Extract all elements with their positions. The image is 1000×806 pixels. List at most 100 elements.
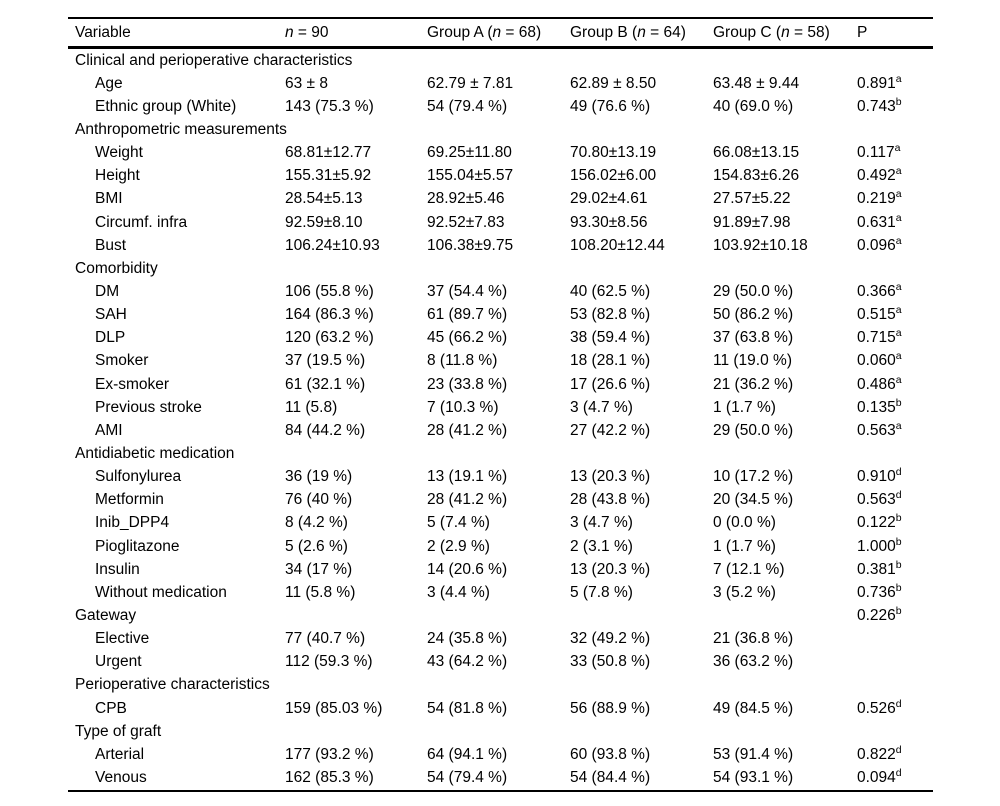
value-cell: 103.92±10.18 bbox=[713, 236, 808, 254]
value-cell: 27 (42.2 %) bbox=[570, 421, 651, 439]
value-cell: 3 (5.2 %) bbox=[713, 583, 776, 601]
table-row: BMI 28.54±5.13 28.92±5.46 29.02±4.61 27.57±5… bbox=[68, 188, 933, 211]
p-superscript: a bbox=[895, 211, 902, 224]
row-label: Previous stroke bbox=[95, 398, 202, 416]
table-row: Elective 77 (40.7 %) 24 (35.8 %) 32 (49.2 %… bbox=[68, 628, 933, 651]
value-cell: 155.04±5.57 bbox=[427, 167, 514, 185]
column-header-variable: Variable bbox=[75, 23, 131, 41]
column-header-group-a: Group A (n = 68) bbox=[427, 23, 542, 41]
value-cell: 11 (5.8) bbox=[285, 398, 338, 416]
table-row: DLP 120 (63.2 %) 45 (66.2 %) 38 (59.4 %) 37 … bbox=[68, 327, 933, 350]
p-superscript: a bbox=[895, 373, 902, 386]
table-row: Arterial 177 (93.2 %) 64 (94.1 %) 60 (93.8 … bbox=[68, 743, 933, 766]
row-label: Weight bbox=[95, 144, 143, 162]
p-superscript: a bbox=[895, 303, 902, 316]
value-cell: 2 (2.9 %) bbox=[427, 537, 490, 555]
table-header: Variable n = 90 Group A (n = 68) Group B… bbox=[68, 19, 933, 49]
value-cell: 28 (41.2 %) bbox=[427, 491, 508, 509]
p-superscript: b bbox=[895, 558, 902, 571]
section-label: Type of graft bbox=[75, 722, 162, 740]
p-value-cell: 0.117a bbox=[857, 141, 901, 162]
table-row: Sulfonylurea 36 (19 %) 13 (19.1 %) 13 (20.3… bbox=[68, 466, 933, 489]
column-header-p: P bbox=[857, 23, 868, 41]
p-superscript: d bbox=[895, 743, 902, 756]
p-superscript: d bbox=[895, 465, 902, 478]
value-cell: 38 (59.4 %) bbox=[570, 329, 651, 347]
p-superscript: a bbox=[895, 188, 902, 201]
value-cell: 14 (20.6 %) bbox=[427, 560, 508, 578]
value-cell: 62.79 ± 7.81 bbox=[427, 74, 514, 92]
value-cell: 37 (19.5 %) bbox=[285, 352, 366, 370]
section-row: Perioperative characteristics bbox=[68, 674, 933, 697]
p-superscript: b bbox=[895, 535, 902, 548]
value-cell: 7 (10.3 %) bbox=[427, 398, 499, 416]
table-row: Insulin 34 (17 %) 14 (20.6 %) 13 (20.3 %) 7 … bbox=[68, 558, 933, 581]
value-cell: 36 (19 %) bbox=[285, 468, 353, 486]
value-cell: 29 (50.0 %) bbox=[713, 282, 794, 300]
value-cell: 27.57±5.22 bbox=[713, 190, 791, 208]
table-row: CPB 159 (85.03 %) 54 (81.8 %) 56 (88.9 %) 49… bbox=[68, 697, 933, 720]
p-value-cell: 0.526d bbox=[857, 697, 902, 717]
section-label: Perioperative characteristics bbox=[75, 676, 270, 694]
row-label: SAH bbox=[95, 306, 127, 324]
value-cell: 40 (69.0 %) bbox=[713, 97, 794, 115]
value-cell: 21 (36.2 %) bbox=[713, 375, 794, 393]
table-body: Clinical and perioperative characteristi… bbox=[68, 49, 933, 792]
value-cell: 106 (55.8 %) bbox=[285, 282, 374, 300]
value-cell: 5 (7.8 %) bbox=[570, 583, 633, 601]
value-cell: 13 (19.1 %) bbox=[427, 468, 508, 486]
p-value-cell: 0.135b bbox=[857, 396, 902, 416]
value-cell: 8 (4.2 %) bbox=[285, 514, 348, 532]
table-row: Metformin 76 (40 %) 28 (41.2 %) 28 (43.8 %)… bbox=[68, 489, 933, 512]
value-cell: 45 (66.2 %) bbox=[427, 329, 508, 347]
value-cell: 62.89 ± 8.50 bbox=[570, 74, 657, 92]
row-label: Urgent bbox=[95, 653, 142, 671]
value-cell: 49 (76.6 %) bbox=[570, 97, 651, 115]
table-row: Height 155.31±5.92 155.04±5.57 156.02±6.00 1… bbox=[68, 165, 933, 188]
column-header-group-c: Group C (n = 58) bbox=[713, 23, 830, 41]
p-value-cell: 0.743b bbox=[857, 95, 902, 115]
value-cell: 54 (93.1 %) bbox=[713, 768, 794, 786]
value-cell: 20 (34.5 %) bbox=[713, 491, 794, 509]
value-cell: 143 (75.3 %) bbox=[285, 97, 374, 115]
table-row: Weight 68.81±12.77 69.25±11.80 70.80±13.19 6… bbox=[68, 142, 933, 165]
row-label: Smoker bbox=[95, 352, 149, 370]
value-cell: 54 (81.8 %) bbox=[427, 699, 508, 717]
p-superscript: d bbox=[895, 489, 902, 502]
table-row: Without medication 11 (5.8 %) 3 (4.4 %) 5 (… bbox=[68, 581, 933, 604]
section-row: Clinical and perioperative characteristi… bbox=[68, 49, 933, 72]
p-value-cell: 0.094d bbox=[857, 766, 902, 786]
section-label: Clinical and perioperative characteristi… bbox=[75, 51, 353, 69]
value-cell: 177 (93.2 %) bbox=[285, 745, 374, 763]
value-cell: 3 (4.7 %) bbox=[570, 398, 633, 416]
value-cell: 13 (20.3 %) bbox=[570, 560, 651, 578]
p-value-cell: 0.096a bbox=[857, 234, 902, 254]
value-cell: 112 (59.3 %) bbox=[285, 653, 373, 671]
p-value-cell: 0.736b bbox=[857, 581, 902, 601]
section-row: Comorbidity bbox=[68, 257, 933, 280]
value-cell: 54 (79.4 %) bbox=[427, 768, 508, 786]
value-cell: 3 (4.4 %) bbox=[427, 583, 490, 601]
value-cell: 29 (50.0 %) bbox=[713, 421, 794, 439]
value-cell: 53 (91.4 %) bbox=[713, 745, 794, 763]
row-label: Venous bbox=[95, 768, 147, 786]
row-label: Age bbox=[95, 74, 123, 92]
value-cell: 162 (85.3 %) bbox=[285, 768, 374, 786]
row-label: Elective bbox=[95, 630, 150, 648]
p-value-cell: 0.822d bbox=[857, 743, 902, 763]
table-row: Smoker 37 (19.5 %) 8 (11.8 %) 18 (28.1 %) 11… bbox=[68, 350, 933, 373]
p-superscript: b bbox=[895, 604, 902, 617]
section-row: Antidiabetic medication bbox=[68, 442, 933, 465]
table-row: DM 106 (55.8 %) 37 (54.4 %) 40 (62.5 %) 29 (… bbox=[68, 280, 933, 303]
row-label: Metformin bbox=[95, 491, 164, 509]
value-cell: 40 (62.5 %) bbox=[570, 282, 651, 300]
value-cell: 10 (17.2 %) bbox=[713, 468, 794, 486]
row-label: Ethnic group (White) bbox=[95, 97, 237, 115]
value-cell: 29.02±4.61 bbox=[570, 190, 648, 208]
row-label: Insulin bbox=[95, 560, 140, 578]
value-cell: 53 (82.8 %) bbox=[570, 306, 651, 324]
value-cell: 154.83±6.26 bbox=[713, 167, 800, 185]
p-superscript: a bbox=[895, 350, 902, 363]
value-cell: 50 (86.2 %) bbox=[713, 306, 794, 324]
value-cell: 77 (40.7 %) bbox=[285, 630, 366, 648]
